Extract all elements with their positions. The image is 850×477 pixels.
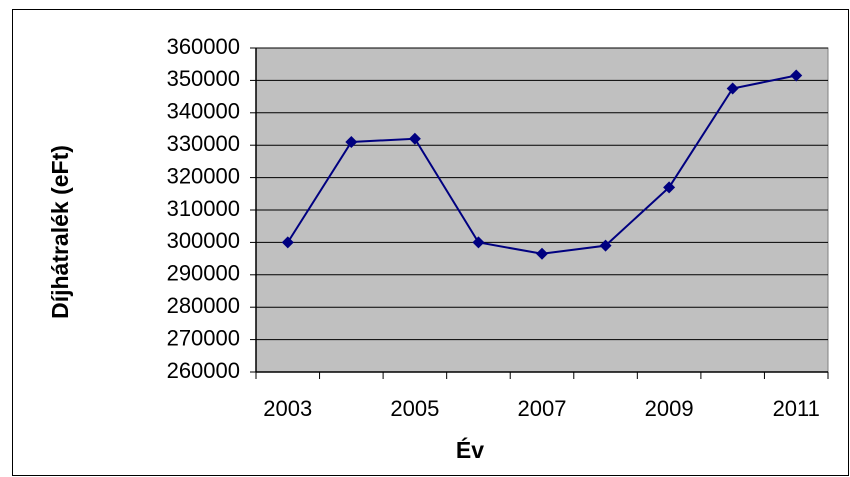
data-point: [408, 132, 421, 145]
data-point: [345, 135, 358, 148]
x-tick-label: 2003: [263, 396, 312, 421]
y-axis-title: Díjhátralék (eFt): [47, 145, 73, 319]
data-point: [281, 236, 294, 249]
x-tick-label: 2009: [645, 396, 694, 421]
x-tick-label: 2011: [773, 396, 820, 421]
y-tick-label: 310000: [167, 196, 240, 221]
y-tick-label: 350000: [167, 66, 240, 91]
x-axis-title: Év: [456, 436, 484, 463]
y-tick-label: 340000: [167, 99, 240, 124]
y-tick-label: 300000: [167, 228, 240, 253]
y-tick-label: 270000: [167, 325, 240, 350]
y-tick-label: 360000: [167, 34, 240, 59]
data-point: [472, 236, 485, 249]
y-tick-label: 260000: [167, 358, 240, 383]
data-point: [726, 82, 739, 95]
y-tick-label: 330000: [167, 131, 240, 156]
data-point: [663, 181, 676, 194]
x-tick-label: 2007: [518, 396, 567, 421]
data-point: [599, 239, 612, 252]
x-tick-label: 2005: [390, 396, 439, 421]
data-point: [790, 69, 803, 82]
y-tick-label: 290000: [167, 261, 240, 286]
data-point: [536, 247, 548, 260]
y-tick-label: 280000: [167, 293, 240, 318]
y-tick-label: 320000: [167, 163, 240, 188]
